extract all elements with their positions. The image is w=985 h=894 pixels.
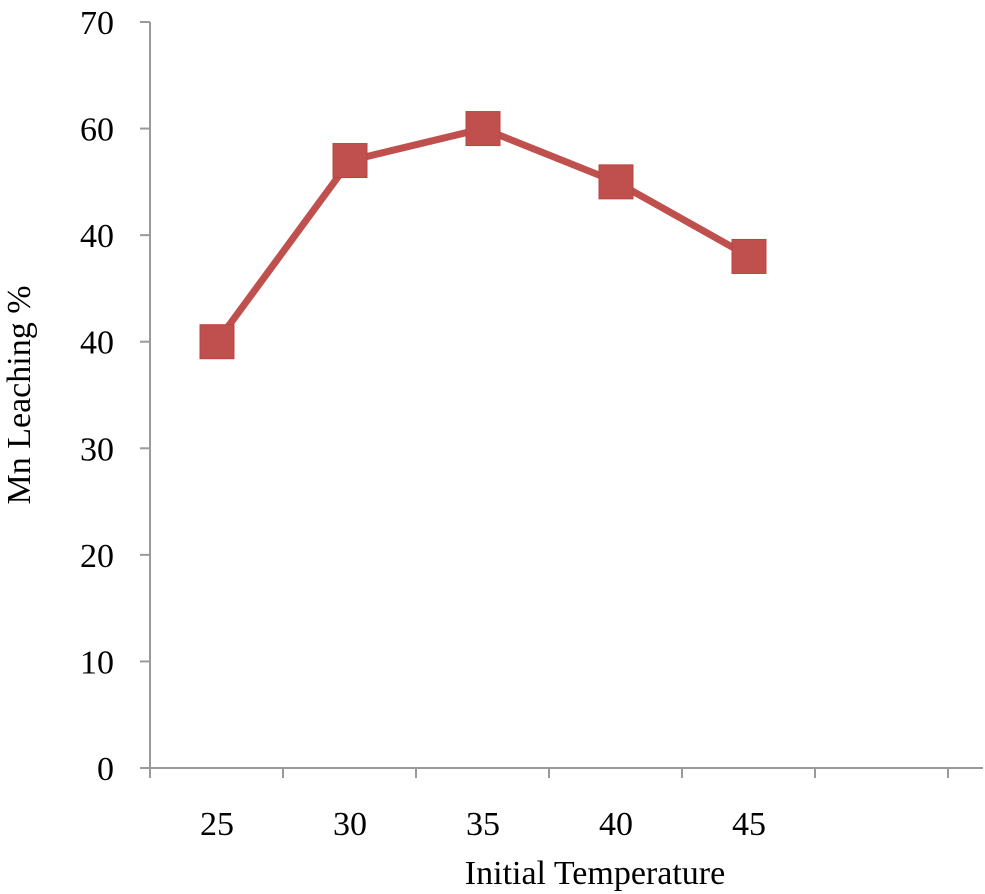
- y-tick-label: 30: [80, 431, 114, 468]
- y-tick-label: 40: [80, 325, 114, 362]
- series-layer: [199, 111, 767, 360]
- x-tick-label: 40: [599, 806, 633, 843]
- y-tick-marks: [140, 21, 150, 769]
- y-axis-title: Mn Leaching %: [1, 285, 38, 504]
- data-point-marker: [598, 164, 634, 200]
- y-tick-label: 0: [97, 751, 114, 788]
- x-tick-marks: [149, 768, 949, 778]
- x-tick-label: 25: [200, 806, 234, 843]
- x-axis-title: Initial Temperature: [465, 855, 725, 892]
- data-point-marker: [731, 238, 767, 274]
- x-tick-label: 35: [466, 806, 500, 843]
- x-tick-label: 30: [333, 806, 367, 843]
- series-line: [213, 125, 753, 346]
- y-tick-labels: 0 10 20 30 40 40 60 70: [80, 5, 114, 788]
- x-tick-label: 45: [732, 806, 766, 843]
- y-tick-label: 20: [80, 538, 114, 575]
- data-point-marker: [332, 143, 368, 179]
- data-point-marker: [199, 324, 235, 360]
- data-point-marker: [465, 111, 501, 147]
- y-tick-label: 10: [80, 644, 114, 681]
- y-tick-label: 70: [80, 5, 114, 42]
- y-tick-label: 40: [80, 218, 114, 255]
- x-tick-labels: 25 30 35 40 45: [200, 806, 766, 843]
- y-tick-label: 60: [80, 112, 114, 149]
